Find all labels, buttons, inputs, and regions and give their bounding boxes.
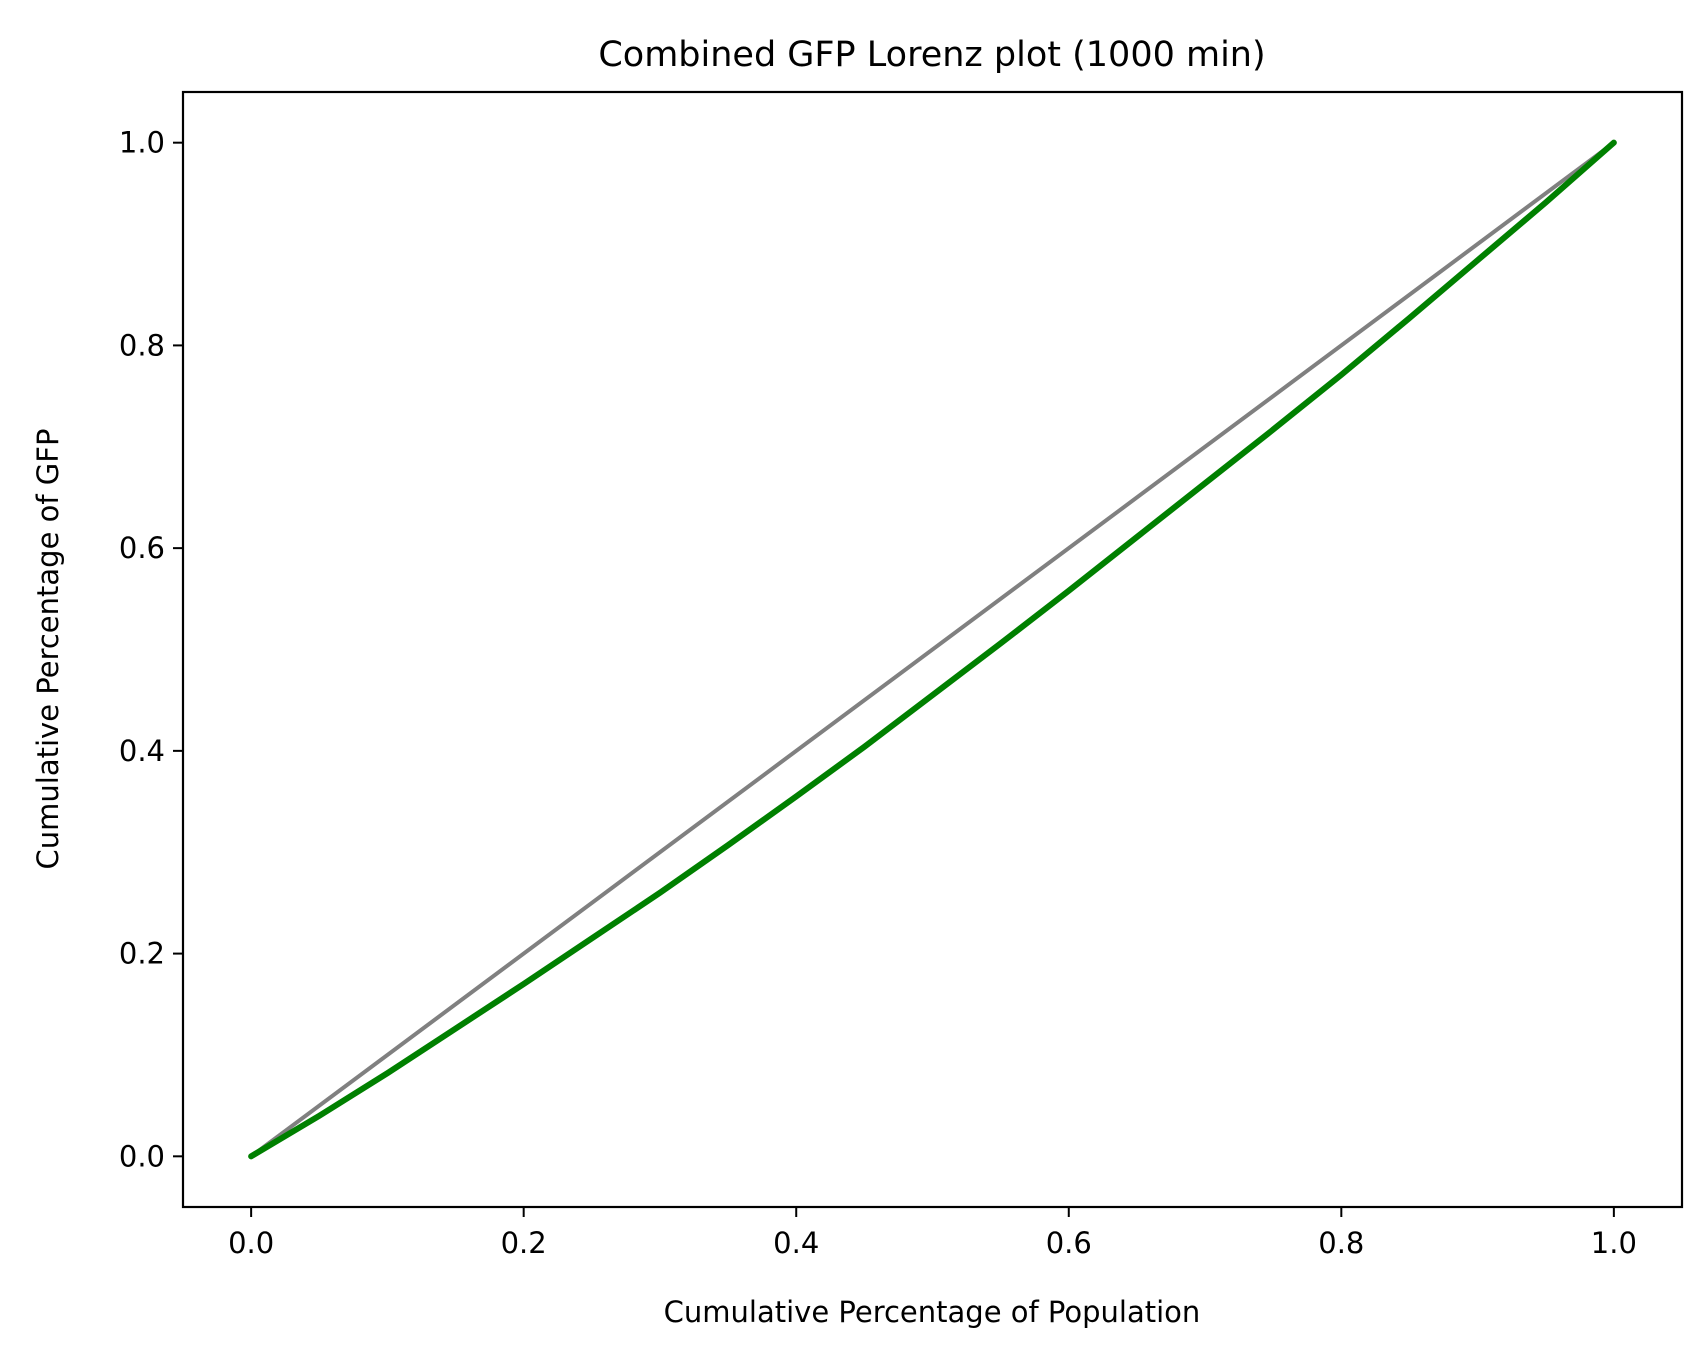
x-tick-label: 0.8	[1318, 1226, 1364, 1260]
y-tick-label: 0.8	[119, 328, 165, 362]
x-tick-label: 0.4	[773, 1226, 819, 1260]
equality-line	[249, 140, 1616, 1159]
x-tick-label: 1.0	[1591, 1226, 1637, 1260]
lorenz-curve	[248, 139, 1617, 1160]
y-tick-label: 0.4	[119, 734, 165, 768]
y-tick-label: 1.0	[119, 126, 165, 160]
plot-area	[248, 139, 1617, 1160]
x-tick-label: 0.0	[228, 1226, 274, 1260]
y-tick-label: 0.0	[119, 1139, 165, 1173]
x-axis-label: Cumulative Percentage of Population	[664, 1295, 1201, 1329]
chart-title: Combined GFP Lorenz plot (1000 min)	[598, 35, 1265, 75]
y-tick-label: 0.2	[119, 937, 165, 971]
y-axis-ticks: 0.0 0.2 0.4 0.6 0.8 1.0	[119, 126, 183, 1173]
x-tick-label: 0.6	[1046, 1226, 1092, 1260]
y-axis-label: Cumulative Percentage of GFP	[31, 429, 65, 870]
y-tick-label: 0.6	[119, 531, 165, 565]
x-axis-ticks: 0.0 0.2 0.4 0.6 0.8 1.0	[228, 1207, 1637, 1260]
plot-frame	[181, 90, 1684, 1209]
x-tick-label: 0.2	[501, 1226, 547, 1260]
